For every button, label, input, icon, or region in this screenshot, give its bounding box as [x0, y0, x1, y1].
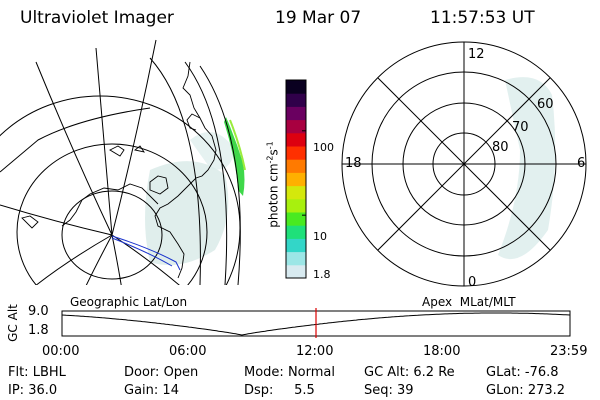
colorbar-segment — [286, 106, 306, 121]
meridian-lines — [0, 39, 180, 285]
colorbar-segment — [286, 185, 306, 200]
dsp-value: 5.5 — [294, 383, 315, 398]
dsp-field: Dsp: 5.5 — [244, 383, 315, 398]
aurora-haze-upper — [190, 132, 235, 170]
projection-frame — [0, 107, 151, 173]
mlt-label-12: 12 — [468, 47, 485, 62]
image-date: 19 Mar 07 — [275, 8, 362, 28]
glon-value: 273.2 — [527, 383, 566, 398]
ground-track — [111, 235, 181, 271]
gcalt-field: GC Alt: 6.2 Re — [364, 365, 455, 380]
colorbar — [285, 79, 307, 279]
limb-arcs — [149, 57, 241, 285]
seq-value: 39 — [397, 383, 414, 398]
altitude-xtick-0600: 06:00 — [169, 344, 207, 359]
geographic-map — [0, 39, 246, 285]
dial-label: Apex MLat/MLT — [422, 295, 516, 309]
ip-value: 36.0 — [28, 383, 58, 398]
altitude-ylabel: GC Alt — [6, 304, 20, 342]
geographic-map-label: Geographic Lat/Lon — [70, 295, 188, 309]
image-time: 11:57:53 UT — [430, 8, 535, 28]
instrument-title: Ultraviolet Imager — [20, 8, 174, 28]
flt-value: LBHL — [32, 365, 66, 380]
mlat-mlt-dial — [341, 41, 587, 287]
gain-value: 14 — [162, 383, 179, 398]
altitude-xtick-0000: 00:00 — [42, 344, 80, 359]
colorbar-unit-label: photon cm-2s-1 — [265, 141, 281, 228]
gain-field: Gain: 14 — [124, 383, 179, 398]
mlat-label-70: 70 — [512, 120, 529, 135]
colorbar-segment — [286, 93, 306, 107]
colorbar-tick-1-8: 1.8 — [313, 268, 331, 281]
altitude-xtick-1800: 18:00 — [423, 344, 461, 359]
mlt-label-18: 18 — [345, 156, 362, 171]
colorbar-frame — [285, 79, 307, 279]
aurora-band-edge — [229, 119, 246, 171]
door-field: Door: Open — [124, 365, 199, 380]
colorbar-tick-100: 100 — [313, 141, 334, 154]
door-value: Open — [163, 365, 199, 380]
glon-field: GLon: 273.2 — [486, 383, 566, 398]
colorbar-segment — [286, 159, 306, 173]
ground-track-2 — [111, 237, 173, 267]
seq-field: Seq: 39 — [364, 383, 414, 398]
coastlines — [21, 61, 217, 279]
flt-field: Flt: LBHL — [8, 365, 66, 380]
colorbar-segment — [286, 172, 306, 187]
mlat-label-80: 80 — [492, 140, 509, 155]
dial-aurora-haze — [498, 77, 556, 260]
mlt-label-0: 0 — [468, 275, 477, 290]
altitude-xtick-1200: 12:00 — [296, 344, 334, 359]
colorbar-segment — [286, 238, 306, 253]
colorbar-segment — [286, 251, 306, 266]
colorbar-segment — [286, 119, 306, 134]
gcalt-value: 6.2 Re — [413, 365, 455, 380]
colorbar-segment — [286, 198, 306, 213]
colorbar-segment — [286, 264, 306, 279]
mlat-label-60: 60 — [537, 97, 554, 112]
colorbar-segment — [286, 146, 306, 160]
dial-spokes — [342, 42, 586, 286]
ip-field: IP: 36.0 — [8, 383, 58, 398]
aurora-haze — [145, 161, 229, 266]
altitude-ytick-low: 1.8 — [28, 323, 49, 338]
colorbar-segment — [286, 225, 306, 239]
mode-field: Mode: Normal — [244, 365, 335, 380]
glat-value: -76.8 — [524, 365, 559, 380]
colorbar-segment — [286, 80, 306, 94]
glat-field: GLat: -76.8 — [486, 365, 559, 380]
altitude-ytick-high: 9.0 — [28, 304, 49, 319]
mode-value: Normal — [287, 365, 335, 380]
colorbar-segment — [286, 132, 306, 147]
altitude-xtick-2359: 23:59 — [550, 344, 588, 359]
colorbar-tick-10: 10 — [313, 230, 327, 243]
altitude-plot — [61, 308, 571, 338]
colorbar-segment — [286, 212, 306, 226]
mlt-label-6: 6 — [577, 156, 586, 171]
